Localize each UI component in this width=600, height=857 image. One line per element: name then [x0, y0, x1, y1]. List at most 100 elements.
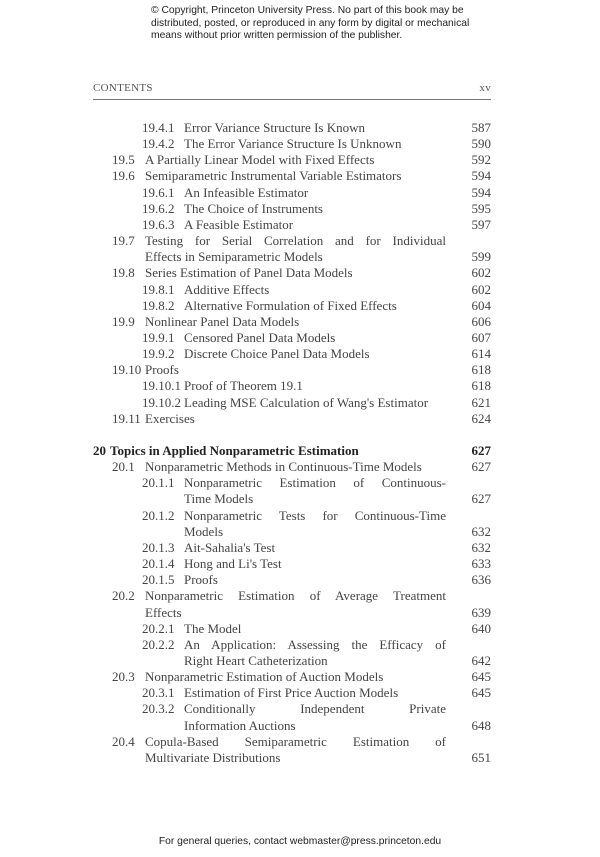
toc-section-entry[interactable]: Effects in Semiparametric Models 599 — [0, 249, 600, 265]
toc-section-entry[interactable]: 20.1 Nonparametric Methods in Continuous-… — [0, 459, 600, 475]
entry-title: An Application: Assessing the Efficacy o… — [184, 636, 446, 652]
toc-section-entry[interactable]: Effects 639 — [0, 605, 600, 621]
entry-page-number: 627 — [471, 491, 492, 507]
entry-page-number: 651 — [471, 749, 492, 765]
toc-section-entry[interactable]: 20.4 Copula-Based Semiparametric Estimati… — [0, 734, 600, 750]
entry-number: 19.8.1 — [142, 281, 175, 297]
toc-subsection-entry[interactable]: 19.6.3 A Feasible Estimator 597 — [0, 217, 600, 233]
entry-number: 20.1.5 — [142, 572, 175, 588]
entry-title: Nonparametric Tests for Continuous-Time — [184, 507, 446, 523]
toc-subsection-entry[interactable]: Time Models 627 — [0, 491, 600, 507]
toc-subsection-entry[interactable]: 19.10.2 Leading MSE Calculation of Wang's… — [0, 395, 600, 411]
toc-section-entry[interactable]: 19.10 Proofs 618 — [0, 362, 600, 378]
entry-title: Proof of Theorem 19.1 — [184, 378, 303, 394]
toc-subsection-entry[interactable]: 20.1.5 Proofs 636 — [0, 572, 600, 588]
entry-title: A Partially Linear Model with Fixed Effe… — [145, 152, 375, 168]
entry-page-number: 614 — [471, 346, 492, 362]
entry-number: 20.2.2 — [142, 636, 175, 652]
entry-number: 19.10.1 — [142, 378, 181, 394]
toc-subsection-entry[interactable]: 19.4.1 Error Variance Structure Is Known 5… — [0, 120, 600, 136]
entry-number: 19.9.2 — [142, 346, 175, 362]
toc-section-entry[interactable]: 19.9 Nonlinear Panel Data Models 606 — [0, 314, 600, 330]
entry-number: 19.6.2 — [142, 200, 175, 216]
entry-page-number: 618 — [471, 362, 492, 378]
toc-subsection-entry[interactable]: 20.1.1 Nonparametric Estimation of Contin… — [0, 475, 600, 491]
entry-page-number: 606 — [471, 313, 492, 329]
entry-page-number: 607 — [471, 329, 492, 345]
entry-page-number: 627 — [471, 459, 492, 475]
toc-subsection-entry[interactable]: 19.8.1 Additive Effects 602 — [0, 282, 600, 298]
entry-number: 20.3 — [112, 669, 135, 685]
entry-page-number: 618 — [471, 378, 492, 394]
entry-page-number: 636 — [471, 572, 492, 588]
running-head-title: CONTENTS — [93, 82, 153, 94]
entry-title: Effects in Semiparametric Models — [145, 249, 323, 265]
entry-page-number: 621 — [471, 394, 492, 410]
entry-title: Conditionally Independent Private — [184, 701, 446, 717]
entry-page-number: 640 — [471, 620, 492, 636]
toc-subsection-entry[interactable]: Right Heart Catheterization 642 — [0, 653, 600, 669]
entry-title: Topics in Applied Nonparametric Estimati… — [110, 443, 359, 458]
toc-subsection-entry[interactable]: 19.8.2 Alternative Formulation of Fixed E… — [0, 298, 600, 314]
toc-subsection-entry[interactable]: 20.1.4 Hong and Li's Test 633 — [0, 556, 600, 572]
toc-subsection-entry[interactable]: 19.6.1 An Infeasible Estimator 594 — [0, 185, 600, 201]
entry-number: 20.1.4 — [142, 556, 175, 572]
toc-subsection-entry[interactable]: 20.3.2 Conditionally Independent Private — [0, 701, 600, 717]
entry-title: Ait-Sahalia's Test — [184, 539, 276, 555]
entry-number: 19.6.1 — [142, 184, 175, 200]
entry-title: Nonparametric Methods in Continuous-Time… — [145, 459, 422, 475]
running-head: CONTENTS xv — [93, 82, 491, 94]
entry-title: The Model — [184, 620, 242, 636]
toc-subsection-entry[interactable]: 20.1.2 Nonparametric Tests for Continuous… — [0, 508, 600, 524]
entry-title: Copula-Based Semiparametric Estimation o… — [145, 733, 446, 749]
entry-page-number: 627 — [471, 443, 492, 458]
entry-title: Effects — [145, 604, 182, 620]
entry-page-number: 587 — [471, 120, 492, 135]
entry-number: 20.1.3 — [142, 539, 175, 555]
entry-title: Additive Effects — [184, 281, 270, 297]
entry-page-number: 599 — [471, 249, 492, 265]
entry-title: The Choice of Instruments — [184, 200, 323, 216]
entry-number: 20.1.2 — [142, 507, 175, 523]
toc-subsection-entry[interactable]: Models 632 — [0, 524, 600, 540]
entry-title: Testing for Serial Correlation and for I… — [145, 233, 446, 249]
toc-section-entry[interactable]: 19.8 Series Estimation of Panel Data Mode… — [0, 265, 600, 281]
toc-subsection-entry[interactable]: 19.4.2 The Error Variance Structure Is Un… — [0, 136, 600, 152]
toc-subsection-entry[interactable]: 19.10.1 Proof of Theorem 19.1 618 — [0, 378, 600, 394]
entry-title: Hong and Li's Test — [184, 556, 282, 572]
toc-section-entry[interactable]: 19.11 Exercises 624 — [0, 411, 600, 427]
entry-page-number: 604 — [471, 297, 492, 313]
toc-section-entry[interactable]: 20.3 Nonparametric Estimation of Auction … — [0, 669, 600, 685]
entry-page-number: 642 — [471, 652, 492, 668]
entry-page-number: 602 — [471, 281, 492, 297]
entry-page-number: 632 — [471, 539, 492, 555]
entry-number: 20.2.1 — [142, 620, 175, 636]
toc-section-entry[interactable]: 19.5 A Partially Linear Model with Fixed … — [0, 152, 600, 168]
entry-title: Information Auctions — [184, 717, 296, 733]
entry-page-number: 594 — [471, 168, 492, 184]
toc-section-entry[interactable]: 20.2 Nonparametric Estimation of Average … — [0, 588, 600, 604]
entry-title: Censored Panel Data Models — [184, 329, 336, 345]
toc-subsection-entry[interactable]: 19.9.1 Censored Panel Data Models 607 — [0, 330, 600, 346]
entry-title: The Error Variance Structure Is Unknown — [184, 136, 402, 152]
toc-subsection-entry[interactable]: Information Auctions 648 — [0, 718, 600, 734]
entry-title: Proofs — [184, 572, 218, 588]
toc-subsection-entry[interactable]: 19.6.2 The Choice of Instruments 595 — [0, 201, 600, 217]
entry-title: Nonparametric Estimation of Continuous- — [184, 475, 446, 491]
toc-subsection-entry[interactable]: 20.3.1 Estimation of First Price Auction … — [0, 685, 600, 701]
entry-number: 20 — [93, 443, 106, 458]
entry-title: An Infeasible Estimator — [184, 184, 309, 200]
entry-page-number: 648 — [471, 717, 492, 733]
entry-page-number: 602 — [471, 265, 492, 281]
toc-chapter-entry[interactable]: 20 Topics in Applied Nonparametric Estima… — [0, 443, 600, 459]
toc-subsection-entry[interactable]: 19.9.2 Discrete Choice Panel Data Models 6… — [0, 346, 600, 362]
toc-subsection-entry[interactable]: 20.1.3 Ait-Sahalia's Test 632 — [0, 540, 600, 556]
toc-section-entry[interactable]: 19.6 Semiparametric Instrumental Variable… — [0, 168, 600, 184]
entry-number: 19.5 — [112, 152, 135, 168]
entry-page-number: 592 — [471, 152, 492, 168]
entry-number: 19.6 — [112, 168, 135, 184]
toc-section-entry[interactable]: Multivariate Distributions 651 — [0, 750, 600, 766]
toc-subsection-entry[interactable]: 20.2.2 An Application: Assessing the Effi… — [0, 637, 600, 653]
toc-subsection-entry[interactable]: 20.2.1 The Model 640 — [0, 621, 600, 637]
toc-section-entry[interactable]: 19.7 Testing for Serial Correlation and f… — [0, 233, 600, 249]
